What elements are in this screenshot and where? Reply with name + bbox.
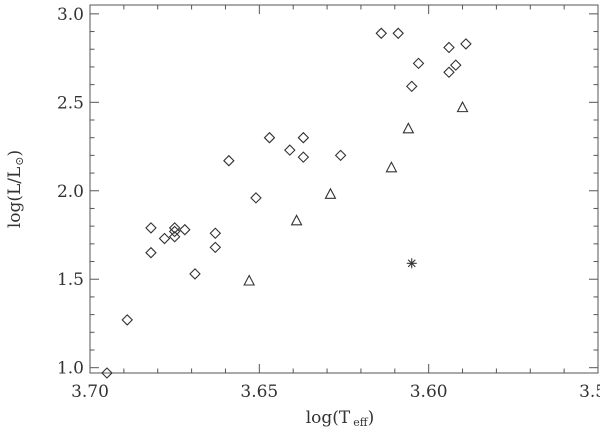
axis-ticks (89, 5, 599, 373)
diamond-point (168, 230, 181, 243)
diamond-point (443, 41, 455, 54)
data-points (101, 27, 472, 379)
diamond-point (263, 131, 276, 144)
asterisk-point (406, 258, 417, 269)
triangle-point (402, 122, 415, 134)
diamond-point (250, 192, 262, 204)
diamond-point (168, 225, 181, 238)
diamond-point (405, 80, 418, 93)
diamond-point (449, 59, 462, 71)
diamond-point (189, 268, 201, 280)
x-tick-label: 3.70 (71, 382, 109, 402)
plot-frame (89, 4, 599, 374)
diamond-point (101, 367, 113, 379)
triangle-point (290, 214, 303, 226)
x-tick-label: 3.60 (410, 382, 448, 402)
triangle-point (456, 100, 469, 113)
x-axis-label: log(T eff) (306, 408, 375, 429)
asterisk-stroke (407, 259, 416, 268)
diamond-point (284, 144, 296, 156)
diamond-point (297, 151, 310, 163)
triangle-point (385, 161, 398, 173)
diamond-point (121, 314, 134, 326)
diamond-point (209, 241, 222, 254)
diamond-point (412, 57, 425, 70)
diamond-point (460, 38, 472, 50)
y-tick-label: 1.0 (57, 359, 84, 379)
y-tick-label: 1.5 (57, 270, 84, 290)
y-axis-label: log(L/L⊙) (5, 150, 26, 228)
diamond-point (145, 246, 157, 259)
diamond-point (158, 232, 171, 245)
y-tick-label: 2.0 (57, 182, 84, 202)
diamond-point (375, 27, 388, 40)
diamond-point (392, 27, 404, 40)
x-tick-label: 3.65 (240, 382, 278, 402)
y-tick-label: 3.0 (57, 5, 84, 25)
triangle-point (243, 274, 256, 286)
x-tick-label: 3.55 (579, 382, 600, 402)
triangle-point (324, 187, 337, 199)
diamond-point (179, 223, 191, 236)
diamond-point (223, 154, 235, 167)
diamond-point (209, 227, 222, 240)
diamond-point (443, 66, 455, 79)
diamond-point (334, 149, 347, 162)
tick-labels: 3.70 3.65 3.60 3.55 1.0 1.5 2.0 2.5 3.0 (57, 5, 600, 402)
diamond-point (297, 131, 310, 144)
y-tick-label: 2.5 (57, 93, 84, 113)
diamond-point (168, 222, 181, 234)
diamond-point (145, 222, 157, 234)
